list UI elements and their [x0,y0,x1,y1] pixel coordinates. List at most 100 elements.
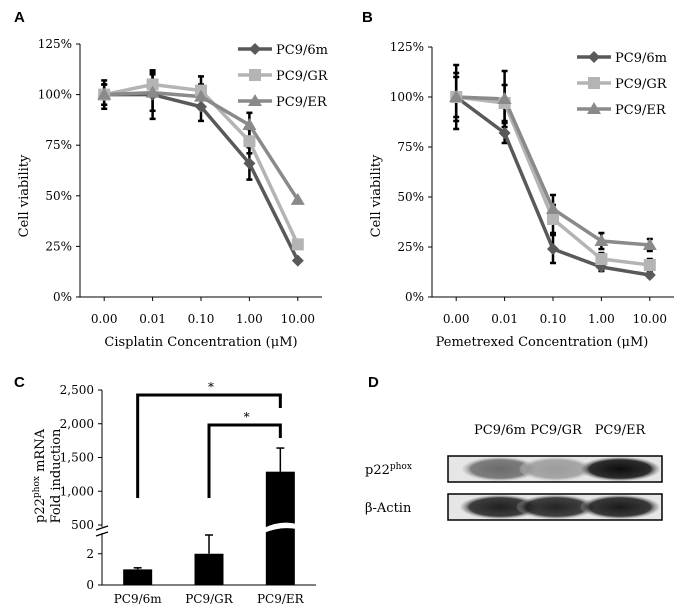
chart-a-legend-marker-pc9-6m [249,43,261,55]
chart-a-tick-labels: 0% 25% 50% 75% 100% 125% 0.00 0.01 0.10 1.00 10.00 [38,37,315,326]
chart-c-significance-star-0: * [208,380,214,394]
chart-b-x-tick-label-1: 0.01 [491,312,518,326]
blot-row-label-main-0: p22 [365,463,390,478]
chart-c-significance-bracket-1 [207,423,282,498]
chart-a-legend-marker-pc9-gr [249,69,261,81]
chart-b-y-tick-label-5: 125% [390,40,424,54]
chart-a-legend-label-pc9-gr: PC9/GR [276,69,329,84]
viability-chart-cisplatin: 0% 25% 50% 75% 100% 125% 0.00 0.01 0.10 1.00 10.00… [17,37,329,350]
chart-c-y-tick-label-upper-0: 500 [71,518,94,532]
chart-b-point-pc9-er-2 [546,202,560,214]
blot-band-1-pc9-er [580,495,660,519]
chart-a-y-tick-label-0: 0% [53,290,72,304]
chart-b-x-axis-title: Pemetrexed Concentration (μM) [436,335,649,350]
blot-row-label-sup-0: phox [390,462,412,472]
chart-b-point-pc9-6m-4 [643,269,656,281]
chart-c-y-tick-label-upper-2: 1,500 [60,451,94,465]
chart-c-y-tick-label-lower-1: 2 [86,547,94,561]
chart-b-y-tick-label-0: 0% [405,290,424,304]
blot-row-label-main-1: β-Actin [365,501,412,516]
chart-c-y-tick-label-lower-0: 0 [86,578,94,592]
chart-b-legend-marker-pc9-gr [588,77,600,89]
chart-c-y-axis-title-line1: p22phox mRNA [32,428,48,523]
chart-b-point-pc9-er-3 [594,234,609,246]
chart-a-legend: PC9/6m PC9/GR PC9/ER [238,43,329,110]
chart-b-y-axis-title: Cell viability [369,154,384,237]
blot-band-0-pc9-gr [519,457,593,481]
blot-lane-label-pc9-6m: PC9/6m [474,423,526,438]
panel-label-c: C [14,374,25,391]
chart-a-x-tick-label-0: 0.00 [91,312,118,326]
chart-c-bar-pc9-gr [194,553,224,585]
chart-a-point-pc9-6m-2 [195,100,207,113]
panel-label-d: D [368,374,379,391]
chart-a-y-tick-label-2: 50% [45,189,72,203]
blot-lane-label-pc9-gr: PC9/GR [530,423,583,438]
chart-b-legend-marker-pc9-er [587,102,601,114]
chart-c-y-tick-label-upper-1: 1,000 [60,484,94,498]
blot-band-0-pc9-er [580,457,660,481]
chart-a-y-axis-title: Cell viability [17,154,32,237]
chart-c-ylabel-gene-sup: phox [32,476,42,498]
chart-c-axis-break-mark-2 [95,525,109,531]
chart-c-ylabel-rest: mRNA [33,428,48,476]
western-blot: PC9/6m PC9/GR PC9/ER p22phox β-Actin [365,423,663,521]
chart-a-y-tick-label-1: 25% [45,239,72,253]
chart-a-x-tick-label-2: 0.10 [188,312,215,326]
panel-label-b: B [362,9,373,26]
chart-b-legend-label-pc9-er: PC9/ER [615,103,667,118]
chart-a-point-pc9-6m-4 [291,254,304,267]
chart-a-y-tick-label-5: 125% [38,37,72,51]
chart-c-x-tick-label-pc9-er: PC9/ER [257,592,305,606]
chart-a-point-pc9-er-4 [290,192,305,205]
chart-b-y-tick-label-4: 100% [390,90,424,104]
chart-b-legend-label-pc9-gr: PC9/GR [615,77,668,92]
panel-label-a: A [14,9,25,26]
chart-a-point-pc9-gr-3 [243,135,256,148]
chart-b-tick-labels: 0% 25% 50% 75% 100% 125% 0.00 0.01 0.10 1.00 10.00 [390,40,667,326]
chart-b-point-pc9-gr-4 [643,259,656,271]
chart-b-legend-label-pc9-6m: PC9/6m [615,51,667,66]
blot-rows: p22phox β-Actin [365,455,663,521]
chart-c-x-tick-label-pc9-6m: PC9/6m [114,592,163,606]
chart-b-point-pc9-gr-3 [595,253,608,265]
chart-a-x-tick-label-1: 0.01 [139,312,166,326]
chart-c-significance: ** [136,380,282,498]
chart-c-y-tick-label-upper-4: 2,500 [60,383,94,397]
chart-a-axes [76,43,322,301]
viability-chart-pemetrexed: 0% 25% 50% 75% 100% 125% 0.00 0.01 0.10 1.00 10.00… [369,40,674,350]
chart-a-point-pc9-er-1 [145,85,160,98]
chart-c-significance-bracket-0 [136,393,282,498]
chart-b-axes [428,46,674,301]
chart-c-bars [123,471,297,585]
blot-lane-label-pc9-er: PC9/ER [595,423,647,438]
chart-b-point-pc9-6m-2 [547,243,559,255]
blot-band-1-pc9-gr [516,495,596,519]
chart-a-point-pc9-er-0 [97,87,112,100]
chart-b-x-tick-label-2: 0.10 [540,312,567,326]
chart-a-point-pc9-er-3 [242,117,257,130]
chart-c-tick-labels: 0 2 500 1,000 1,500 2,000 2,500 PC9/6m PC9/GR PC9… [60,383,305,606]
chart-b-legend: PC9/6m PC9/GR PC9/ER [577,51,668,118]
chart-a-legend-label-pc9-er: PC9/ER [276,95,328,110]
chart-b-point-pc9-er-0 [449,90,464,102]
chart-c-error-bars [133,447,285,570]
chart-a-y-tick-label-4: 100% [38,88,72,102]
blot-band-0-pc9-6m [462,457,538,481]
chart-c-x-tick-label-pc9-gr: PC9/GR [185,592,234,606]
chart-a-point-pc9-gr-4 [291,238,304,251]
blot-lane-labels: PC9/6m PC9/GR PC9/ER [474,423,646,438]
chart-c-bar-break-pc9-er [263,522,297,533]
chart-a-point-pc9-6m-3 [243,157,256,170]
blot-row-label-0: p22phox [365,462,412,478]
chart-a-legend-label-pc9-6m: PC9/6m [276,43,328,58]
chart-c-significance-star-1: * [244,410,250,424]
chart-c-y-axis-title-line2: Fold induction [49,428,64,523]
chart-a-x-tick-label-3: 1.00 [236,312,263,326]
chart-c-ylabel-gene: p22 [33,498,48,523]
chart-b-x-tick-label-4: 10.00 [633,312,667,326]
chart-b-y-tick-label-2: 50% [397,190,424,204]
chart-a-markers [97,78,305,267]
